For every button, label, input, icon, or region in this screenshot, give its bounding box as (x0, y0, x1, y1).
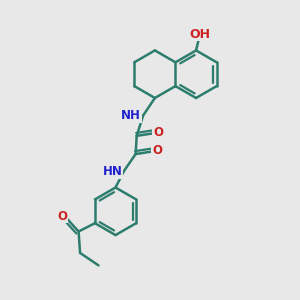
Text: OH: OH (189, 28, 210, 40)
Text: NH: NH (121, 109, 141, 122)
Text: O: O (152, 144, 162, 157)
Text: O: O (153, 125, 163, 139)
Text: O: O (57, 210, 67, 223)
Text: HN: HN (103, 165, 122, 178)
